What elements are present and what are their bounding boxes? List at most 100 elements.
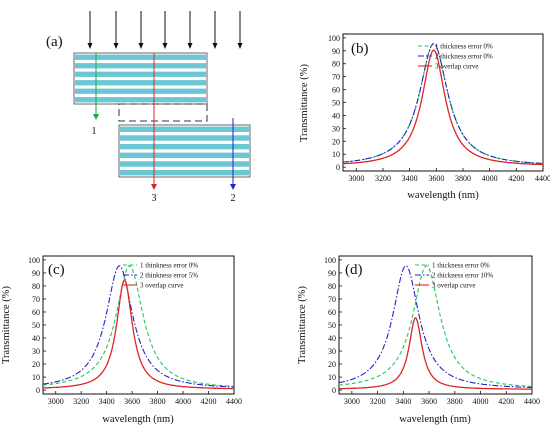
stack-background [73,52,208,105]
stack-layer [120,126,249,133]
legend-c: 1 thinkness error 0% 2 thinkness error 5%… [123,262,198,290]
incident-arrowhead [187,43,193,49]
legend-entry-1: 1 thickness error 0% [432,262,490,270]
y-tick-label: 90 [328,269,336,278]
y-tick-label: 10 [328,373,336,382]
ray-1-arrowhead [93,114,99,120]
stack-layer [120,152,249,159]
y-tick-label: 80 [32,282,40,291]
x-tick-label: 4000 [482,174,498,183]
legend-entry-3: 3 overlap curve [140,282,184,290]
series-line-1 [42,265,234,387]
x-tick-label: 4200 [498,397,514,406]
transmitted-rays [93,53,236,190]
stack-layer [75,54,206,60]
y-tick-label: 10 [332,150,340,159]
y-tick-label: 90 [332,47,340,56]
ray-label-2: 2 [231,193,236,204]
x-tick-label: 4200 [201,397,217,406]
x-tick-label: 3800 [447,397,463,406]
x-tick-label: 3200 [375,174,391,183]
stack-layer [120,161,249,167]
y-tick-label: 0 [36,386,40,395]
series-line-2 [343,43,544,165]
x-tick-label: 3200 [370,397,386,406]
stack-layer [75,80,206,86]
y-tick-label: 80 [332,60,340,69]
x-tick-label: 3600 [124,397,140,406]
chart-panel-b: 3000 3200 3400 3600 3800 4000 4200 4400 0 10 20 30 4… [299,33,550,201]
stack-background [118,124,251,178]
y-tick-label: 20 [332,137,340,146]
ray-label-3: 3 [152,193,157,204]
x-tick-label: 4400 [535,174,550,183]
curves-d [338,265,533,390]
y-tick-label: 70 [332,73,340,82]
x-tick-label: 3000 [48,397,64,406]
axis-ticks-b: 3000 3200 3400 3600 3800 4000 4200 4400 0 10 20 30 4… [328,34,550,183]
ray-3-arrowhead [151,184,157,190]
plot-frame-c [42,255,235,395]
x-tick-label: 3800 [455,174,471,183]
incident-arrowhead [87,43,93,49]
panel-b-label: (b) [351,41,369,57]
legend-entry-3: 3 overlap curve [432,282,476,290]
stack-layer [75,71,206,77]
y-tick-label: 30 [332,124,340,133]
curves-c [42,265,234,390]
y-tick-label: 10 [32,373,40,382]
panel-a-label: (a) [46,34,63,50]
panel-d-label: (d) [345,262,363,278]
panel-a-diagram: (a) 1 3 2 [46,11,251,204]
y-tick-label: 40 [332,111,340,120]
y-tick-label: 40 [328,334,336,343]
stack-layer [75,63,206,69]
y-tick-label: 60 [332,86,340,95]
y-axis-title-b: Transmittance (%) [299,63,310,142]
stack-layer [120,135,249,141]
y-tick-label: 60 [328,308,336,317]
incident-arrowhead [237,43,243,49]
y-axis-title-c: Transmittance (%) [1,285,12,364]
x-tick-label: 3200 [73,397,89,406]
legend-entry-3: 3 overlap curve [435,63,479,71]
axis-ticks-c: 3000 3200 3400 3600 3800 4000 4200 4400 0 10 20 30 4… [28,256,242,406]
x-tick-label: 3400 [99,397,115,406]
y-axis-title-d: Transmittance (%) [297,285,308,364]
y-tick-label: 0 [332,386,336,395]
y-tick-label: 100 [328,34,340,43]
y-tick-label: 20 [328,360,336,369]
y-tick-label: 40 [32,334,40,343]
y-tick-label: 90 [32,269,40,278]
x-tick-label: 4200 [508,174,524,183]
y-tick-label: 80 [328,282,336,291]
series-line-3 [42,279,234,390]
legend-d: 1 thickness error 0% 2 thickness error 10… [415,262,493,290]
x-tick-label: 3000 [344,397,360,406]
stack-layer [120,169,249,176]
x-tick-label: 3400 [402,174,418,183]
series-line-3 [339,316,532,390]
incident-arrowhead [138,43,144,49]
y-tick-label: 50 [332,99,340,108]
ray-2-arrowhead [230,184,236,190]
y-tick-label: 30 [32,347,40,356]
legend-entry-2: 2 thinkness error 5% [140,272,198,280]
x-tick-label: 3600 [421,397,437,406]
y-tick-label: 70 [328,295,336,304]
legend-entry-2: 2 thickness error 0% [435,53,493,61]
layer-stack-upper [73,52,208,105]
x-tick-label: 4000 [175,397,191,406]
panel-c-label: (c) [48,262,65,278]
series-line-1 [338,265,532,387]
axis-ticks-d: 3000 3200 3400 3600 3800 4000 4200 4400 0 10 20 30 4… [324,256,540,406]
y-tick-label: 50 [328,321,336,330]
y-tick-label: 70 [32,295,40,304]
x-tick-label: 4400 [226,397,242,406]
series-line-3 [342,49,543,166]
x-axis-title-d: wavelength (nm) [399,414,471,425]
incident-arrowhead [162,43,168,49]
x-tick-label: 3800 [150,397,166,406]
stack-layer [75,97,206,103]
